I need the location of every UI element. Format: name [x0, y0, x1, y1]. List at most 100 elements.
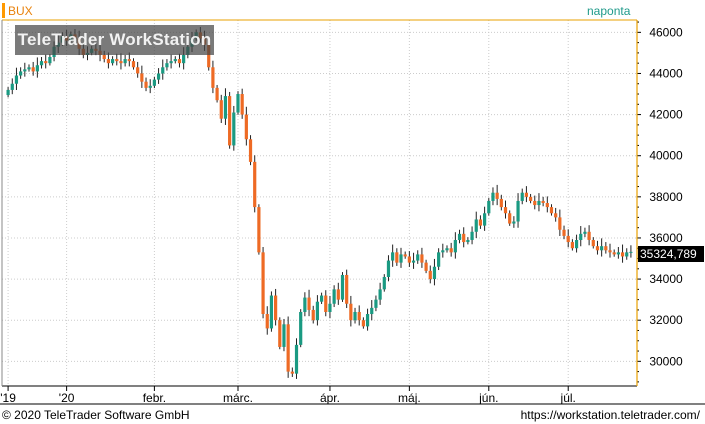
- candle: [219, 94, 223, 123]
- x-tick-label: ápr.: [320, 391, 340, 405]
- candle-body: [616, 252, 620, 255]
- candle: [541, 196, 545, 207]
- candle-body: [269, 295, 274, 329]
- source-url[interactable]: https://workstation.teletrader.com/: [520, 408, 700, 422]
- candle-body: [169, 61, 173, 64]
- candle: [290, 367, 294, 377]
- candle-body: [219, 100, 223, 119]
- candle-body: [106, 59, 111, 64]
- candle: [512, 216, 516, 228]
- candle-body: [416, 254, 420, 261]
- candle-body: [182, 54, 186, 64]
- candle-body: [549, 207, 554, 214]
- candle: [265, 306, 269, 335]
- plot-frame: [0, 19, 705, 405]
- candle: [399, 247, 403, 268]
- candle-body: [512, 221, 516, 224]
- candle: [23, 62, 27, 77]
- candle-body: [35, 65, 39, 72]
- candle-body: [294, 344, 299, 374]
- candle: [520, 188, 524, 205]
- candle-body: [608, 250, 612, 253]
- candle-body: [554, 213, 558, 218]
- y-tick-label: 32000: [649, 313, 683, 327]
- candle: [345, 269, 349, 309]
- candle: [123, 54, 127, 67]
- candle-body: [207, 44, 211, 68]
- y-tick-label: 36000: [649, 231, 683, 245]
- candle: [382, 274, 386, 292]
- candle: [437, 248, 441, 271]
- candle: [10, 78, 14, 95]
- candle: [424, 259, 428, 274]
- candle-body: [215, 87, 219, 101]
- candle-body: [278, 320, 282, 347]
- candle: [583, 227, 587, 238]
- x-tick-label: máj.: [398, 391, 421, 405]
- candle-body: [399, 254, 403, 263]
- candle: [604, 242, 608, 254]
- candle: [495, 184, 499, 206]
- candle-body: [361, 320, 365, 327]
- candle-body: [156, 73, 161, 80]
- candle-body: [253, 161, 257, 208]
- candle: [616, 247, 620, 259]
- candle: [236, 91, 240, 115]
- candle-body: [574, 240, 579, 249]
- candle: [294, 338, 299, 379]
- candle: [503, 200, 508, 219]
- candle-body: [236, 94, 240, 113]
- candle-body: [345, 274, 349, 304]
- candle: [14, 67, 19, 90]
- candle: [499, 194, 503, 211]
- candle-body: [115, 59, 119, 62]
- candle: [483, 206, 487, 231]
- candle: [110, 56, 115, 66]
- candle: [357, 305, 361, 326]
- x-tick-label: jún.: [478, 391, 498, 405]
- candle: [416, 250, 420, 264]
- candle-body: [161, 67, 165, 74]
- x-tick-label: '19: [0, 391, 16, 405]
- candle-body: [48, 57, 52, 64]
- candle-body: [424, 262, 428, 271]
- candle-body: [516, 200, 520, 222]
- candle-body: [382, 277, 386, 290]
- candle: [432, 258, 437, 286]
- candle: [391, 244, 395, 267]
- candle: [549, 204, 554, 216]
- candle: [6, 87, 10, 98]
- candle: [466, 237, 470, 245]
- candle-body: [483, 213, 487, 226]
- candle: [44, 54, 48, 69]
- candle-body: [6, 89, 10, 96]
- candle: [244, 106, 248, 146]
- candle-body: [140, 73, 144, 82]
- candle: [161, 59, 165, 80]
- candle: [620, 244, 625, 263]
- candle: [261, 247, 265, 319]
- candle: [453, 232, 457, 259]
- candle-body: [453, 240, 457, 253]
- candle: [407, 251, 411, 267]
- candle: [370, 300, 374, 321]
- candle: [378, 282, 382, 305]
- candle-body: [595, 246, 600, 251]
- candle: [474, 211, 478, 239]
- period-label[interactable]: naponta: [587, 4, 631, 18]
- candle: [106, 52, 111, 69]
- candle: [411, 252, 416, 269]
- candle-body: [340, 274, 345, 300]
- candle: [470, 226, 474, 245]
- candle-body: [328, 303, 332, 312]
- y-tick-label: 42000: [649, 108, 683, 122]
- candle-body: [31, 67, 35, 72]
- candle: [508, 210, 512, 226]
- last-value-badge: 35324,789: [638, 246, 704, 262]
- candle: [462, 227, 466, 248]
- candle: [374, 295, 378, 312]
- candle-body: [324, 295, 328, 312]
- candle-body: [23, 69, 27, 72]
- candle: [48, 54, 52, 66]
